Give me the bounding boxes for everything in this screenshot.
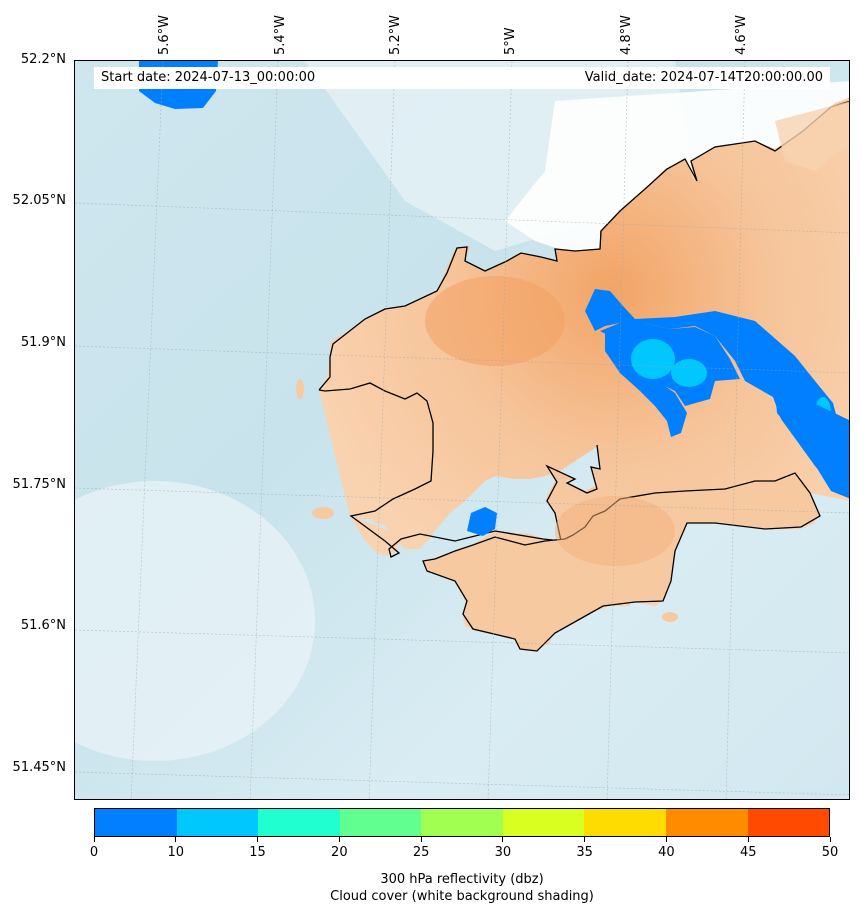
colorbar-tick xyxy=(747,837,749,842)
land-ne-patch xyxy=(775,101,849,171)
colorbar-segment xyxy=(339,809,422,836)
colorbar-tick xyxy=(502,837,504,842)
colorbar-title-line2: Cloud cover (white background shading) xyxy=(330,889,594,904)
colorbar-segment xyxy=(421,809,503,836)
colorbar-title-line1: 300 hPa reflectivity (dbz) xyxy=(380,872,544,887)
colorbar-tick-label: 45 xyxy=(739,845,757,860)
lon-label: 4.6°W xyxy=(734,14,749,55)
islet-skokholm xyxy=(312,507,334,519)
land-warm-peak xyxy=(425,276,565,366)
info-bar: Start date: 2024-07-13_00:00:00 Valid_da… xyxy=(94,67,830,89)
colorbar-tick-label: 15 xyxy=(249,845,266,860)
colorbar-title: 300 hPa reflectivity (dbz) Cloud cover (… xyxy=(94,871,830,905)
colorbar-tick-label: 40 xyxy=(658,845,675,860)
echo-east-tail xyxy=(775,391,849,499)
colorbar-tick-label: 10 xyxy=(167,845,185,860)
lon-label: 5.4°W xyxy=(273,14,288,55)
graticule xyxy=(75,61,849,799)
pale-sea-patch xyxy=(75,481,315,761)
colorbar-segment xyxy=(665,809,748,836)
colorbar-tick xyxy=(829,837,831,842)
colorbar-tick xyxy=(338,837,340,842)
colorbar xyxy=(94,808,830,837)
colorbar-tick xyxy=(584,837,586,842)
echo-south xyxy=(467,507,497,536)
lat-label: 51.45°N xyxy=(12,760,66,775)
colorbar-tick xyxy=(665,837,667,842)
echo-cyan-1 xyxy=(631,339,675,379)
colorbar-tick-label: 0 xyxy=(89,845,99,860)
lat-label: 51.9°N xyxy=(20,335,66,350)
echo-cyan-2 xyxy=(671,359,707,387)
lon-label: 5°W xyxy=(503,27,518,55)
colorbar-tick-label: 25 xyxy=(412,845,430,860)
colorbar-tick-label: 35 xyxy=(576,845,593,860)
lat-label: 52.05°N xyxy=(12,193,66,208)
colorbar-tick xyxy=(93,837,95,842)
colorbar-tick-label: 20 xyxy=(331,845,348,860)
land-warm-peak-south xyxy=(555,496,675,566)
lon-label: 5.2°W xyxy=(388,14,403,55)
map-svg xyxy=(75,61,849,799)
lon-label: 5.6°W xyxy=(157,14,172,55)
start-date-label: Start date: 2024-07-13_00:00:00 xyxy=(101,70,316,85)
colorbar-tick xyxy=(175,837,177,842)
colorbar-segment xyxy=(502,809,585,836)
valid-date-label: Valid_date: 2024-07-14T20:00:00.00 xyxy=(584,70,823,85)
map-panel xyxy=(74,60,850,800)
lat-label: 51.6°N xyxy=(20,618,66,633)
colorbar-tick-label: 30 xyxy=(494,845,512,860)
colorbar-segment xyxy=(258,809,340,836)
colorbar-tick xyxy=(420,837,422,842)
islet-caldey xyxy=(662,612,678,622)
colorbar-tick xyxy=(257,837,259,842)
lon-label: 4.8°W xyxy=(619,14,634,55)
echo-east-band xyxy=(585,289,849,498)
coastline-north xyxy=(318,100,849,391)
colorbar-segment xyxy=(95,809,177,836)
lat-label: 51.75°N xyxy=(12,477,66,492)
lat-label: 52.2°N xyxy=(20,52,66,67)
coastline-south-west xyxy=(318,382,601,558)
colorbar-segment xyxy=(584,809,666,836)
colorbar-segment xyxy=(747,809,830,836)
colorbar-segment xyxy=(176,809,259,836)
islet-west xyxy=(296,379,304,399)
colorbar-tick-label: 50 xyxy=(821,845,839,860)
